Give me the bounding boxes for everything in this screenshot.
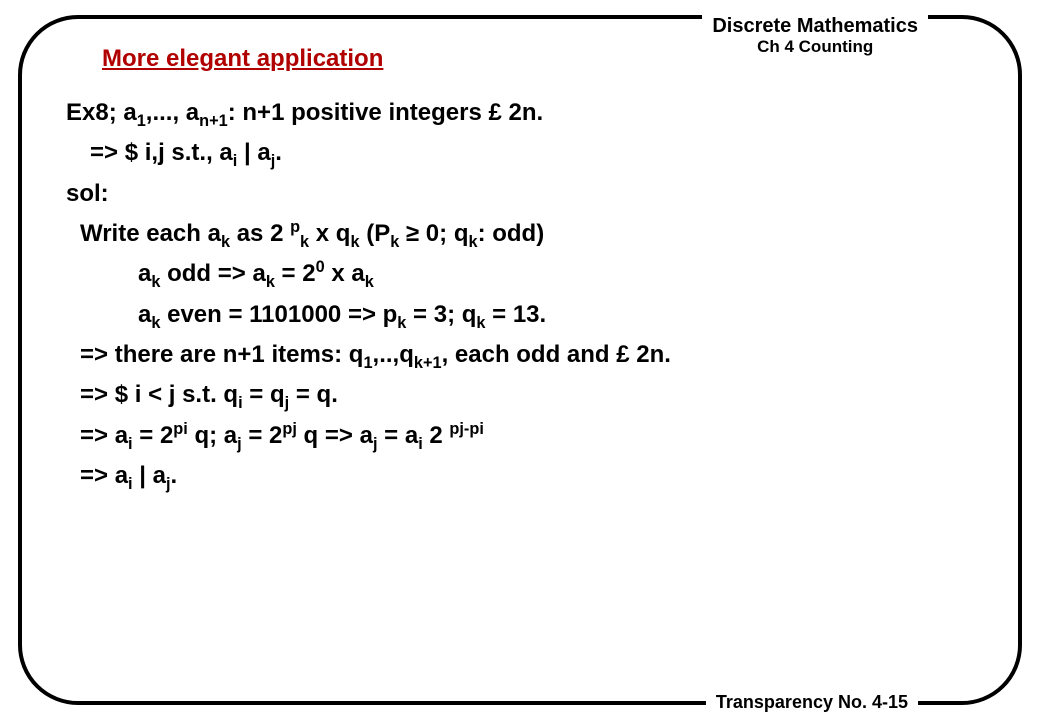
text: q => a	[297, 422, 373, 449]
sub: k	[221, 233, 230, 251]
line-4: Write each ak as 2 pk x qk (Pk ≥ 0; qk: …	[66, 214, 974, 254]
text: q; a	[188, 422, 237, 449]
text: 2n.	[502, 99, 543, 126]
text: 2n.	[630, 341, 671, 368]
line-3: sol:	[66, 174, 974, 214]
text: 0; q	[419, 220, 468, 247]
transparency-number: Transparency No. 4-15	[706, 692, 918, 713]
sub: k	[266, 273, 275, 291]
text: x a	[325, 260, 365, 287]
sup: pj	[282, 420, 297, 438]
symbol-exists: $	[115, 381, 128, 408]
line-2: => $ i,j s.t., ai | aj.	[66, 133, 974, 173]
text: p	[290, 218, 300, 236]
text: , each odd and	[442, 341, 617, 368]
text: Write each a	[80, 220, 221, 247]
line-1: Ex8; a1,..., an+1: n+1 positive integers…	[66, 93, 974, 133]
text: => a	[80, 422, 128, 449]
text: | a	[237, 139, 270, 166]
text: (P	[360, 220, 391, 247]
text: = 13.	[485, 301, 546, 328]
text: = q	[243, 381, 285, 408]
sub: k	[350, 233, 359, 251]
text: ,..,q	[373, 341, 414, 368]
text: 2	[423, 422, 450, 449]
text: x q	[309, 220, 350, 247]
line-10: => ai | aj.	[66, 456, 974, 496]
line-6: ak even = 1101000 => pk = 3; qk = 13.	[66, 295, 974, 335]
line-9: => ai = 2pi q; aj = 2pj q => aj = ai 2 p…	[66, 416, 974, 456]
sup: 0	[316, 258, 325, 276]
text: even = 1101000 => p	[160, 301, 397, 328]
slide-frame: Discrete Mathematics Ch 4 Counting More …	[18, 15, 1022, 705]
sup: pj-pi	[449, 420, 483, 438]
text: | a	[133, 462, 166, 489]
text: i < j s.t. q	[128, 381, 238, 408]
text: = a	[377, 422, 418, 449]
header-block: Discrete Mathematics Ch 4 Counting	[702, 15, 928, 56]
text: => a	[80, 462, 128, 489]
text: = q.	[289, 381, 338, 408]
slide-body: Ex8; a1,..., an+1: n+1 positive integers…	[66, 93, 974, 496]
text: Ex8; a	[66, 99, 137, 126]
symbol-geq: ≥	[406, 220, 419, 247]
sub: k	[365, 273, 374, 291]
line-5: ak odd => ak = 20 x ak	[66, 254, 974, 294]
text: odd => a	[160, 260, 265, 287]
sub: 1	[363, 354, 372, 372]
text: = 2	[275, 260, 316, 287]
sub: k+1	[414, 354, 442, 372]
text: = 2	[242, 422, 283, 449]
text: = 2	[133, 422, 174, 449]
text: i,j s.t., a	[138, 139, 233, 166]
text: .	[171, 462, 178, 489]
text: a	[138, 301, 151, 328]
sub: 1	[137, 112, 146, 130]
sub: k	[468, 233, 477, 251]
sub: k	[390, 233, 399, 251]
line-7: => there are n+1 items: q1,..,qk+1, each…	[66, 335, 974, 375]
text: =>	[90, 139, 125, 166]
text: : odd)	[478, 220, 545, 247]
text: => there are n+1 items: q	[80, 341, 363, 368]
text: .	[275, 139, 282, 166]
text: = 3; q	[406, 301, 476, 328]
chapter-title: Ch 4 Counting	[712, 37, 918, 56]
sub: k	[397, 313, 406, 331]
text: =>	[80, 381, 115, 408]
text: as 2	[230, 220, 290, 247]
text: ,..., a	[146, 99, 199, 126]
sub: k	[300, 233, 309, 251]
symbol-exists: $	[125, 139, 138, 166]
text	[399, 220, 406, 247]
line-8: => $ i < j s.t. qi = qj = q.	[66, 375, 974, 415]
text: : n+1 positive integers	[228, 99, 489, 126]
course-title: Discrete Mathematics	[712, 15, 918, 37]
slide-title: More elegant application	[102, 45, 383, 73]
sub: n+1	[199, 112, 228, 130]
text: a	[138, 260, 151, 287]
symbol-leq: £	[616, 341, 629, 368]
sup: pi	[173, 420, 188, 438]
sup: p	[290, 218, 300, 236]
symbol-leq: £	[488, 99, 501, 126]
